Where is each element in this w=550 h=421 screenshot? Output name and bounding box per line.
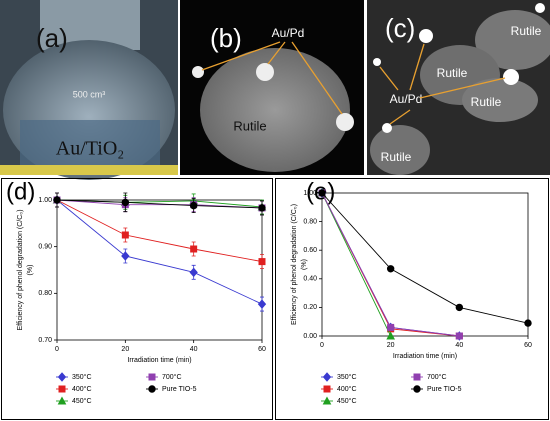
marker [190,245,198,253]
y-tick-label: 0.00 [303,333,317,340]
legend-label: 350°C [337,373,357,381]
y-axis-label: Efficiency of phenol degradation (C/C₀) [291,204,298,325]
y-tick-label: 0.40 [303,276,317,283]
legend-label: 700°C [427,373,447,381]
x-tick-label: 40 [190,346,198,353]
marker [455,332,463,340]
marker [121,198,130,207]
y-tick-label: 1.00 [38,197,52,204]
photo-text: Rutile [233,118,266,133]
x-tick-label: 60 [524,342,532,349]
y-axis-unit: (%) [27,265,34,276]
plot-frame [56,199,263,341]
y-tick-label: 0.80 [38,290,52,297]
photo-text: Rutile [471,95,502,109]
x-tick-label: 60 [258,346,266,353]
panel-label: (c) [385,13,415,43]
x-tick-label: 40 [455,342,463,349]
y-tick-label: 0.80 [303,218,317,225]
photo-text: Rutile [511,24,542,38]
legend-label: 400°C [337,385,357,393]
y-tick-label: 0.60 [303,247,317,254]
legend-marker [322,372,332,382]
y-axis-unit: (%) [301,259,308,270]
photo-text: Rutile [381,150,412,164]
y-tick-label: 1.00 [303,190,317,197]
series-line [321,192,529,324]
panel-border [275,178,549,420]
panel-label: (a) [36,23,68,53]
marker [257,299,267,309]
legend-marker [413,385,421,393]
x-tick-label: 0 [320,342,324,349]
x-axis-label: Irradiation time (min) [127,357,191,364]
photo-a: (a) 500 cm³ Au/TiO₂ [0,0,178,180]
marker [121,251,130,261]
legend-label: 350°C [72,373,92,381]
x-tick-label: 0 [55,346,59,353]
marker [524,319,532,327]
marker [189,267,198,278]
x-axis-label: Irradiation time (min) [393,353,457,360]
series-line [321,192,460,337]
legend-label: Pure TIO-5 [162,386,197,393]
marker [258,258,266,266]
panel-label: (b) [210,23,242,53]
marker [53,196,61,204]
photo-text: Rutile [437,66,468,80]
plot-frame [321,192,529,337]
marker [318,189,326,197]
legend-label: 700°C [162,373,182,381]
series-line [56,199,263,305]
photo-b: (b) Au/Pd Rutile [180,0,364,175]
photo-text: Au/Pd [390,92,423,106]
marker [455,303,464,312]
panel-label: (d) [6,178,35,205]
legend-label: 450°C [72,397,92,405]
y-axis-label: Efficiency of phenol degradation (C/C₀) [17,209,24,330]
photo-text: Au/Pd [272,26,305,40]
y-tick-label: 0.70 [38,337,52,344]
legend-label: Pure TIO-5 [427,386,462,393]
legend-marker [57,372,67,382]
photo-text: 500 cm³ [73,89,106,99]
legend-marker [322,396,332,405]
series-line [321,192,460,337]
legend-marker [323,385,331,393]
legend-marker [57,396,67,405]
series-line [56,199,263,209]
marker [387,323,395,331]
series-line [321,192,392,337]
legend-marker [58,385,66,393]
x-tick-label: 20 [387,342,395,349]
marker [386,331,396,340]
y-tick-label: 0.90 [38,244,52,251]
series-line [56,199,263,263]
photo-text: Au/TiO₂ [56,138,125,160]
series-line [56,199,263,209]
photo-c: (c) Rutile Rutile Rutile Au/Pd Rutile [367,0,550,175]
legend-marker [413,373,421,381]
legend-label: 400°C [72,385,92,393]
panel-border [1,178,273,420]
x-tick-label: 20 [121,346,129,353]
legend-label: 450°C [337,397,357,405]
legend-marker [148,373,156,381]
legend-marker [148,385,156,393]
marker [258,204,266,212]
marker [121,231,129,239]
marker [386,265,395,273]
y-tick-label: 0.20 [303,304,317,311]
series-line [321,192,460,337]
marker [189,201,198,210]
